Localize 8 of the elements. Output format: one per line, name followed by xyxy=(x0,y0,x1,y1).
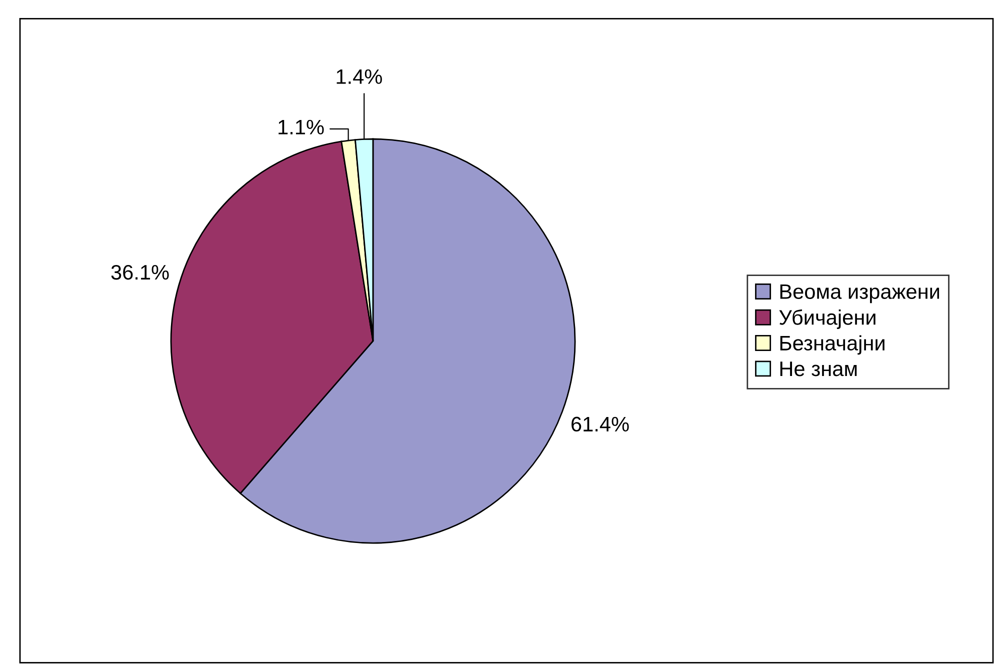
data-label: 1.1% xyxy=(278,120,324,134)
data-label: 1.4% xyxy=(336,69,382,84)
legend-label: Безначајни xyxy=(780,335,884,355)
data-label: 36.1% xyxy=(111,264,169,280)
legend-label: Не знам xyxy=(780,362,857,376)
legend-label: Веома изражени xyxy=(780,284,940,304)
data-label: 61.4% xyxy=(572,416,629,432)
legend-label: Убичајени xyxy=(779,309,876,329)
